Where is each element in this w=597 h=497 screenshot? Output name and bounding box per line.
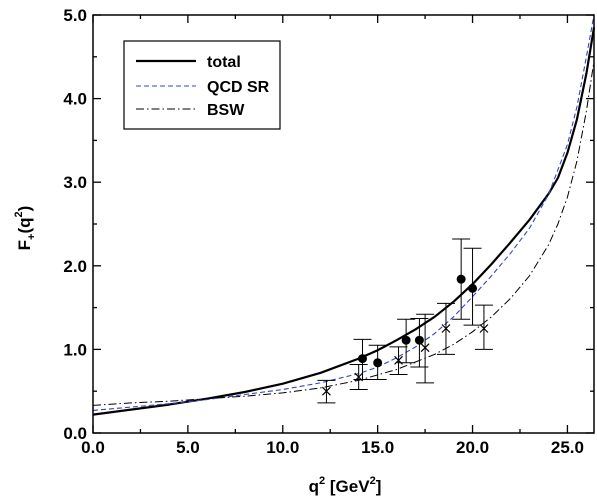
marker-layer xyxy=(317,238,493,404)
data-point-cross xyxy=(420,343,430,353)
y-axis-label-sup: 2 xyxy=(13,211,25,217)
data-point-cross xyxy=(479,324,489,333)
x-axis-label-tail: [GeV xyxy=(325,477,370,496)
y-axis-label-f: F xyxy=(15,240,34,250)
data-point-cross xyxy=(441,324,451,333)
y-axis-label: F+(q2) xyxy=(13,206,38,251)
data-point-dot xyxy=(456,274,466,284)
data-point-cross xyxy=(354,372,364,382)
series-line-qcd-sr xyxy=(92,14,595,411)
legend-box xyxy=(123,40,281,130)
y-tick-label: 5.0 xyxy=(63,6,87,25)
legend-label-bsw: BSW xyxy=(207,102,245,119)
series-line-bsw xyxy=(92,60,595,406)
x-tick-label: 0.0 xyxy=(81,438,105,457)
y-tick-label: 3.0 xyxy=(63,173,87,192)
data-point-cross xyxy=(394,355,403,365)
legend-label-total: total xyxy=(207,54,241,71)
x-tick-label: 25.0 xyxy=(551,438,584,457)
x-tick-label: 20.0 xyxy=(456,438,489,457)
series-line-total xyxy=(92,27,596,416)
x-tick-label: 5.0 xyxy=(176,438,200,457)
data-point-dot xyxy=(468,283,478,293)
series-layer xyxy=(92,14,596,416)
data-point-cross xyxy=(321,386,331,396)
data-point-dot xyxy=(414,335,424,345)
y-axis-label-sub: + xyxy=(26,234,38,240)
legend: total QCD SR BSW xyxy=(123,40,281,130)
x-axis-label-close: ] xyxy=(376,477,382,496)
x-axis-label: q2 [GeV2] xyxy=(309,475,382,496)
y-axis-label-open: (q xyxy=(15,217,34,233)
x-axis-label-sup: 2 xyxy=(319,475,325,487)
x-axis-label-unit-sup: 2 xyxy=(370,475,376,487)
y-tick-label: 4.0 xyxy=(63,90,87,109)
y-axis-label-close: ) xyxy=(15,206,34,212)
data-point-dot xyxy=(373,358,383,368)
x-axis-label-q: q xyxy=(309,477,319,496)
x-tick-label: 15.0 xyxy=(361,438,394,457)
legend-label-qcd-sr: QCD SR xyxy=(207,79,270,96)
data-point-dot xyxy=(357,354,367,364)
tick-layer: 0.0 5.0 10.0 15.0 20.0 25.0 0.0 1.0 2.0 3.0 4.0 5.0 xyxy=(63,6,594,457)
data-point-dot xyxy=(401,335,411,345)
y-tick-label: 0.0 xyxy=(63,424,87,443)
y-tick-label: 2.0 xyxy=(63,257,87,276)
x-tick-label: 10.0 xyxy=(266,438,299,457)
y-tick-label: 1.0 xyxy=(63,340,87,359)
